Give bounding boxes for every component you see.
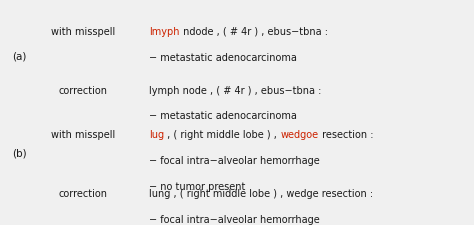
Text: − metastatic adenocarcinoma: − metastatic adenocarcinoma xyxy=(149,111,297,121)
Text: lymph node , ( # 4r ) , ebus−tbna :: lymph node , ( # 4r ) , ebus−tbna : xyxy=(149,86,322,95)
Text: wedgoe: wedgoe xyxy=(281,130,319,140)
Text: ndode , ( # 4r ) , ebus−tbna :: ndode , ( # 4r ) , ebus−tbna : xyxy=(180,27,328,37)
Text: − focal intra−alveolar hemorrhage: − focal intra−alveolar hemorrhage xyxy=(149,215,320,225)
Text: with misspell: with misspell xyxy=(51,27,115,37)
Text: correction: correction xyxy=(58,86,108,95)
Text: with misspell: with misspell xyxy=(51,130,115,140)
Text: − focal intra−alveolar hemorrhage: − focal intra−alveolar hemorrhage xyxy=(149,156,320,166)
Text: lmyph: lmyph xyxy=(149,27,180,37)
Text: − no tumor present: − no tumor present xyxy=(149,182,246,192)
Text: lung , ( right middle lobe ) , wedge resection :: lung , ( right middle lobe ) , wedge res… xyxy=(149,189,374,199)
Text: correction: correction xyxy=(58,189,108,199)
Text: − metastatic adenocarcinoma: − metastatic adenocarcinoma xyxy=(149,53,297,63)
Text: lug: lug xyxy=(149,130,164,140)
Text: , ( right middle lobe ) ,: , ( right middle lobe ) , xyxy=(164,130,281,140)
Text: (a): (a) xyxy=(12,52,26,62)
Text: (b): (b) xyxy=(12,148,27,158)
Text: resection :: resection : xyxy=(319,130,373,140)
